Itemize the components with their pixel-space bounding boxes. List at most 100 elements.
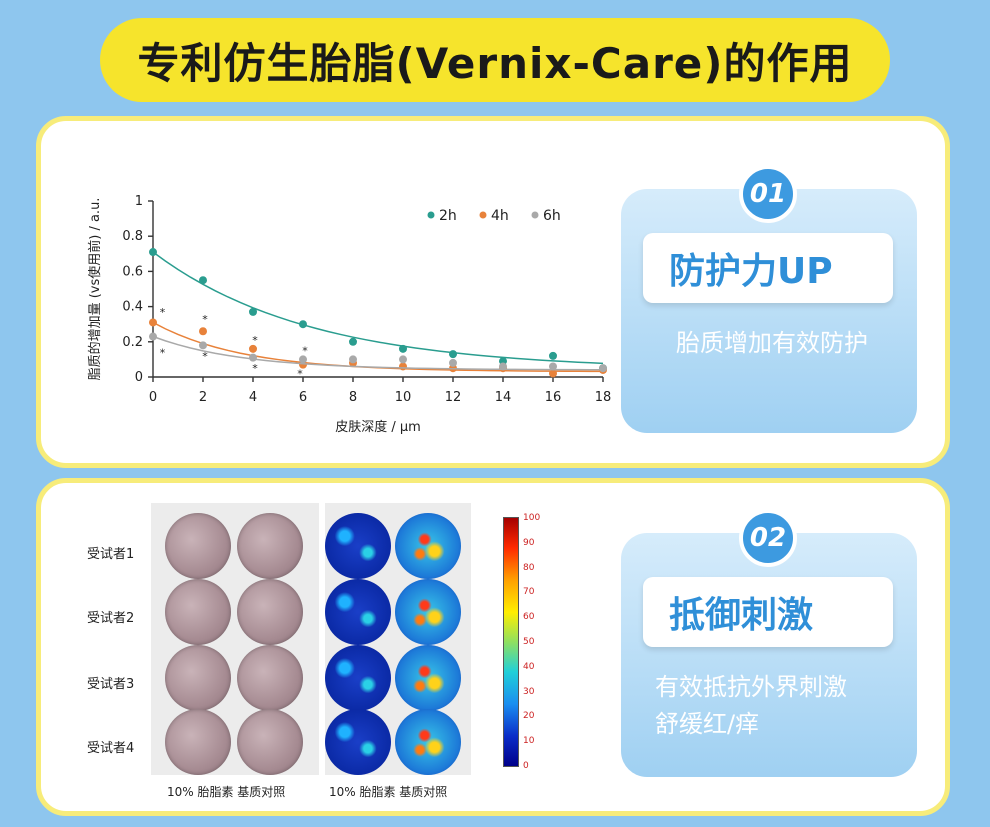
significance-star: *	[302, 345, 308, 358]
x-tick-label: 10	[395, 390, 412, 405]
data-point-2h	[249, 307, 257, 316]
colorbar-tick-label: 80	[523, 562, 535, 573]
data-point-4h	[149, 318, 157, 327]
significance-star: *	[252, 334, 258, 347]
stimulus-description-line: 有效抵抗外界刺激	[655, 673, 847, 701]
badge-02: 02	[739, 509, 797, 567]
data-point-2h	[399, 344, 407, 353]
stimulus-card: 02 抵御刺激 有效抵抗外界刺激 舒缓红/痒	[621, 509, 917, 777]
data-point-2h	[299, 320, 307, 329]
heatmap-disc	[395, 709, 461, 775]
significance-star: *	[160, 306, 166, 319]
data-point-6h	[249, 353, 257, 362]
legend-label-6h: 6h	[543, 208, 561, 224]
heatmap-disc	[325, 513, 391, 579]
y-tick-label: 0.6	[122, 264, 143, 279]
heatmap-disc	[395, 645, 461, 711]
data-point-4h	[199, 327, 207, 336]
protection-description: 胎质增加有效防护	[676, 329, 868, 357]
legend-label-4h: 4h	[491, 208, 509, 224]
legend-marker-4h	[479, 211, 487, 219]
x-tick-label: 0	[149, 390, 157, 405]
x-tick-label: 16	[545, 390, 562, 405]
x-tick-label: 12	[445, 390, 462, 405]
heatmap-disc	[325, 709, 391, 775]
significance-star: *	[252, 362, 258, 375]
data-point-2h	[349, 337, 357, 346]
colorbar-tick-label: 60	[523, 612, 535, 623]
protection-panel: 0 2 4 6 8 10 12 14 16 18 0 0.2 0.4 0.6 0.8 1 皮肤深度 / μm 脂质…	[36, 116, 950, 468]
significance-star: *	[202, 313, 208, 326]
colorbar-tick-label: 70	[523, 587, 535, 598]
protection-card: 01 防护力UP 胎质增加有效防护	[621, 165, 917, 433]
y-axis-label: 脂质的增加量 (vs使用前) / a.u.	[87, 198, 103, 381]
data-point-4h	[399, 362, 407, 371]
skin-disc	[165, 513, 231, 579]
x-tick-label: 2	[199, 390, 207, 405]
skin-images: 100 90 80 70 60 50 40 30 20 10 0 10% 胎脂素 基质对照 10% …	[151, 503, 561, 803]
series-line-4h	[152, 321, 604, 373]
data-point-6h	[349, 355, 357, 364]
significance-star: *	[202, 350, 208, 363]
data-point-6h	[149, 332, 157, 341]
subject-label: 受试者4	[87, 741, 135, 756]
x-axis-label: 皮肤深度 / μm	[335, 419, 421, 435]
stimulus-description-line: 舒缓红/痒	[655, 710, 760, 739]
colorbar-tick-label: 90	[523, 537, 535, 548]
skin-disc	[237, 645, 303, 711]
heatmap-disc	[395, 579, 461, 645]
data-point-2h	[199, 276, 207, 285]
data-point-2h	[449, 350, 457, 359]
data-point-6h	[549, 362, 557, 371]
x-tick-label: 6	[299, 390, 307, 405]
y-tick-label: 0.2	[122, 335, 143, 350]
subject-label: 受试者3	[87, 677, 135, 692]
colorbar-tick-label: 30	[523, 686, 535, 697]
skin-disc	[165, 709, 231, 775]
legend-marker-2h	[427, 211, 435, 219]
series-line-2h	[152, 251, 604, 365]
protection-heading: 防护力UP	[643, 233, 893, 303]
colorbar	[503, 517, 519, 767]
y-tick-label: 0	[135, 370, 143, 385]
colorbar-tick-label: 20	[523, 711, 535, 722]
caption-right: 10% 胎脂素 基质对照	[329, 785, 448, 799]
data-point-6h	[499, 362, 507, 371]
data-point-6h	[399, 355, 407, 364]
data-point-4h	[549, 369, 557, 378]
skin-disc	[165, 579, 231, 645]
x-tick-label: 14	[495, 390, 512, 405]
colorbar-tick-label: 10	[523, 736, 535, 747]
y-tick-label: 1	[135, 194, 143, 209]
heatmap-disc	[395, 513, 461, 579]
x-tick-label: 18	[595, 390, 612, 405]
skin-disc	[237, 513, 303, 579]
subject-label: 受试者1	[87, 547, 135, 562]
stimulus-panel: 100 90 80 70 60 50 40 30 20 10 0 10% 胎脂素 基质对照 10% …	[36, 478, 950, 816]
lipid-chart: 0 2 4 6 8 10 12 14 16 18 0 0.2 0.4 0.6 0.8 1 皮肤深度 / μm 脂质…	[87, 194, 612, 435]
data-point-6h	[599, 364, 607, 373]
skin-disc	[237, 579, 303, 645]
data-point-4h	[249, 344, 257, 353]
colorbar-tick-label: 100	[523, 513, 541, 523]
y-tick-label: 0.8	[122, 229, 143, 244]
data-point-2h	[149, 248, 157, 257]
heatmap-disc	[325, 579, 391, 645]
data-point-6h	[299, 355, 307, 364]
stimulus-description: 有效抵抗外界刺激 舒缓红/痒	[655, 669, 913, 743]
x-tick-label: 8	[349, 390, 357, 405]
y-tick-label: 0.4	[122, 300, 143, 315]
data-point-2h	[549, 351, 557, 360]
colorbar-tick-label: 0	[523, 761, 529, 771]
legend-marker-6h	[531, 211, 539, 219]
badge-01: 01	[739, 165, 797, 223]
stimulus-heading: 抵御刺激	[643, 577, 893, 647]
significance-star: *	[160, 346, 166, 359]
skin-disc	[165, 645, 231, 711]
skin-disc	[237, 709, 303, 775]
data-point-6h	[199, 341, 207, 350]
x-tick-label: 4	[249, 390, 257, 405]
series-line-6h	[152, 335, 604, 371]
significance-star: *	[297, 367, 303, 380]
subject-label: 受试者2	[87, 611, 135, 626]
